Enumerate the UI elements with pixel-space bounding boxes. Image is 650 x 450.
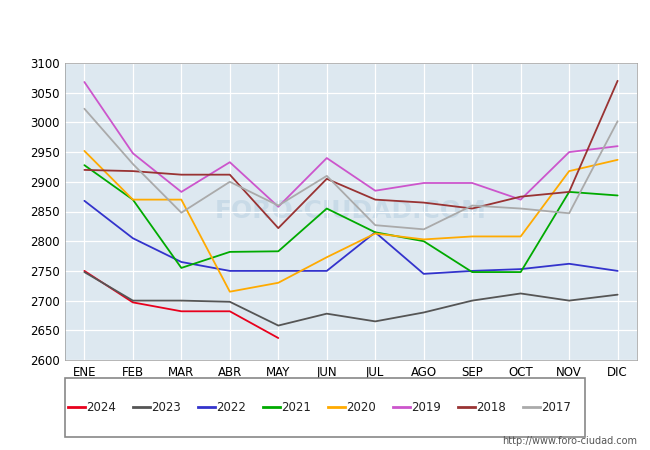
Text: 2018: 2018 [476, 401, 506, 414]
Text: http://www.foro-ciudad.com: http://www.foro-ciudad.com [502, 436, 637, 446]
Text: FORO-CIUDAD.COM: FORO-CIUDAD.COM [215, 199, 487, 224]
Text: 2023: 2023 [151, 401, 181, 414]
Text: 2020: 2020 [346, 401, 376, 414]
Text: 2022: 2022 [216, 401, 246, 414]
Text: Afiliados en Villanueva de Córdoba a 31/5/2024: Afiliados en Villanueva de Córdoba a 31/… [103, 18, 547, 36]
Text: 2024: 2024 [86, 401, 116, 414]
Text: 2019: 2019 [411, 401, 441, 414]
Text: 2021: 2021 [281, 401, 311, 414]
Text: 2017: 2017 [541, 401, 571, 414]
